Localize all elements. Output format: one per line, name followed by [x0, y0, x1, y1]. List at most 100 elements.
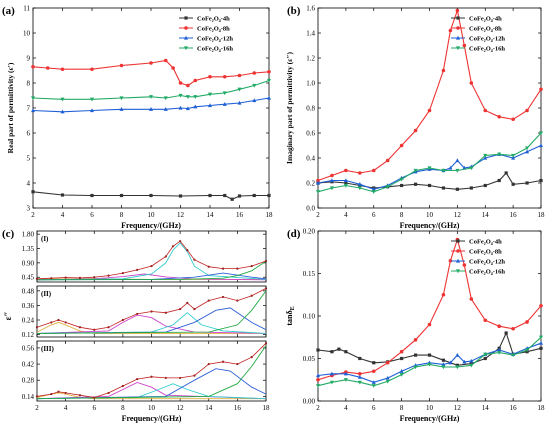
- point-12h: [343, 371, 348, 376]
- point-4h: [456, 239, 460, 243]
- point-4h: [316, 348, 320, 352]
- point-4h: [413, 353, 418, 357]
- point-12h: [455, 352, 460, 357]
- y-tick-label: 9: [27, 55, 31, 63]
- point-16h: [90, 97, 94, 102]
- point-8h: [497, 324, 501, 329]
- y-tick-label: 1.2: [306, 55, 315, 63]
- point-4h: [456, 16, 460, 20]
- point-12h: [329, 178, 334, 183]
- point-8h: [456, 26, 460, 30]
- point-16h: [441, 168, 446, 173]
- point-4h: [400, 183, 404, 188]
- y-tick-label: 3: [27, 205, 31, 213]
- point-4h: [539, 178, 543, 183]
- x-tick-label: 14: [207, 211, 215, 219]
- point-4h: [427, 353, 432, 357]
- series-line-4h: [32, 191, 269, 200]
- point-16h: [483, 153, 488, 158]
- point-12h: [222, 102, 227, 106]
- point-16h: [343, 378, 348, 382]
- point-8h: [344, 168, 348, 173]
- point-16h: [497, 152, 502, 157]
- point-4h: [119, 193, 124, 198]
- x-axis-title: Frequency/(GHz): [400, 414, 460, 423]
- point-4h: [358, 356, 362, 361]
- point-16h: [193, 95, 198, 99]
- fit-component: [36, 290, 267, 334]
- point-12h: [149, 107, 153, 111]
- y-tick-label: 1.0: [306, 80, 315, 88]
- point-8h: [371, 168, 376, 173]
- point-8h: [45, 66, 50, 70]
- y-tick-label: 11: [23, 5, 30, 13]
- series-line-8h: [32, 59, 270, 87]
- point-16h: [469, 166, 474, 171]
- point-16h: [149, 95, 153, 99]
- y-tick-label: 0.10: [303, 313, 316, 321]
- point-16h: [525, 146, 530, 151]
- point-4h: [511, 182, 515, 186]
- y-axis-title: tanδE: [285, 306, 296, 325]
- point-16h: [456, 269, 460, 274]
- point-8h: [267, 69, 271, 74]
- legend-label: CoFe₂O₄-12h: [469, 259, 505, 266]
- point-16h: [385, 185, 390, 189]
- point-12h: [456, 35, 460, 40]
- point-8h: [90, 67, 94, 72]
- point-4h: [400, 356, 404, 361]
- point-12h: [357, 182, 362, 186]
- point-16h: [119, 96, 124, 101]
- fit-component: [36, 260, 267, 281]
- point-8h: [483, 318, 488, 323]
- plot-frame: [317, 7, 542, 209]
- x-tick-label: 12: [177, 211, 185, 219]
- x-tick-label: 12: [454, 404, 462, 412]
- x-tick-label: 12: [454, 211, 462, 219]
- fit-component: [36, 312, 267, 334]
- point-16h: [497, 350, 502, 355]
- point-16h: [178, 93, 183, 98]
- series-line-12h: [32, 97, 270, 113]
- point-12h: [511, 155, 516, 160]
- point-16h: [441, 365, 446, 370]
- point-16h: [267, 78, 271, 83]
- point-4h: [441, 358, 446, 362]
- legend-label: CoFe₂O₄-8h: [197, 26, 230, 33]
- legend-label: CoFe₂O₄-4h: [197, 16, 230, 23]
- point-8h: [385, 158, 390, 163]
- point-4h: [178, 194, 183, 198]
- point-4h: [252, 193, 256, 198]
- point-4h: [413, 182, 418, 186]
- point-16h: [60, 97, 65, 102]
- point-16h: [511, 153, 516, 158]
- legend-label: CoFe₂O₄-12h: [197, 36, 233, 43]
- point-12h: [316, 180, 320, 185]
- point-8h: [358, 171, 362, 175]
- y-tick-label: 8: [27, 80, 31, 88]
- point-12h: [208, 103, 212, 108]
- point-12h: [178, 105, 183, 110]
- x-tick-label: 10: [426, 211, 434, 219]
- point-8h: [539, 87, 543, 92]
- subpanel-label: (III): [41, 345, 55, 353]
- series-line-16h: [317, 132, 542, 193]
- point-16h: [222, 91, 227, 96]
- y-tick-label: 7: [27, 105, 31, 113]
- point-4h: [525, 181, 529, 185]
- point-16h: [539, 131, 543, 136]
- y-tick-label: 0.42: [22, 361, 35, 369]
- point-8h: [456, 249, 460, 253]
- point-16h: [316, 190, 320, 194]
- point-12h: [185, 106, 190, 111]
- point-8h: [455, 8, 460, 13]
- y-tick-label: 1.80: [22, 231, 35, 239]
- x-axis-title: Frequency/(GHz): [121, 221, 181, 230]
- fit-total: [36, 240, 267, 280]
- point-16h: [343, 183, 348, 188]
- point-8h: [413, 338, 418, 342]
- point-16h: [184, 46, 188, 51]
- x-tick-label: 2: [316, 211, 320, 219]
- point-16h: [539, 335, 543, 340]
- point-16h: [469, 363, 474, 368]
